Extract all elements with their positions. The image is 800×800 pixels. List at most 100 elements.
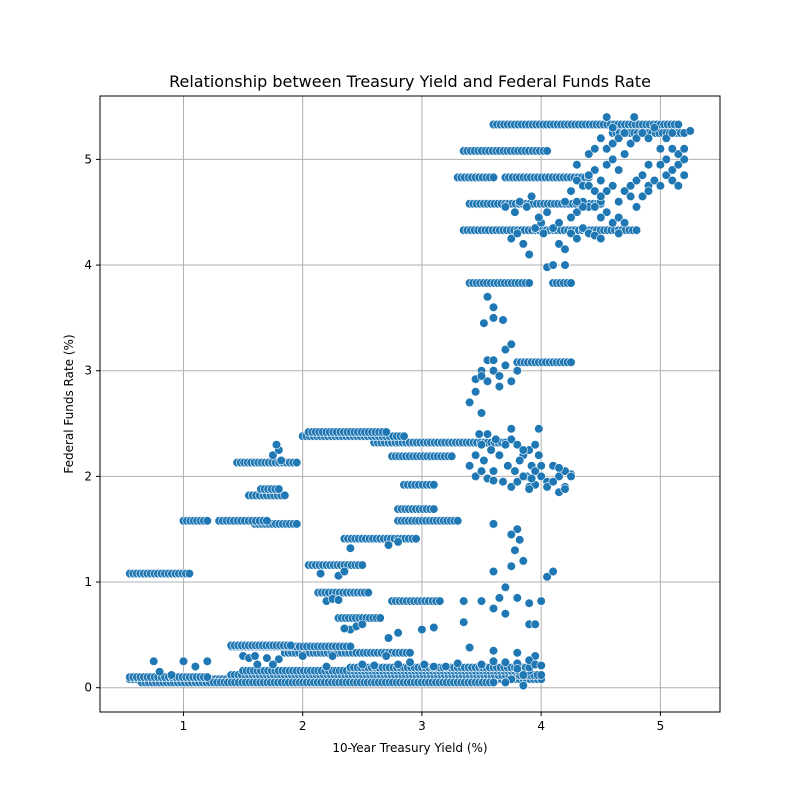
data-point bbox=[614, 165, 624, 175]
data-point bbox=[405, 648, 415, 658]
data-point bbox=[327, 651, 338, 661]
x-axis-label: 10-Year Treasury Yield (%) bbox=[332, 741, 487, 755]
data-point bbox=[476, 371, 487, 381]
data-point bbox=[500, 202, 511, 212]
data-point bbox=[474, 429, 484, 439]
data-point bbox=[548, 566, 558, 577]
data-point bbox=[625, 191, 636, 201]
data-point bbox=[465, 397, 475, 408]
data-point bbox=[512, 593, 522, 603]
data-point bbox=[510, 545, 520, 555]
data-point bbox=[482, 376, 493, 386]
data-point bbox=[488, 566, 499, 577]
data-points bbox=[125, 112, 695, 691]
data-point bbox=[526, 473, 537, 484]
data-point bbox=[321, 661, 332, 672]
data-point bbox=[476, 659, 487, 670]
data-point bbox=[667, 175, 677, 186]
data-point bbox=[536, 471, 546, 482]
data-point bbox=[506, 561, 516, 571]
data-point bbox=[661, 133, 671, 143]
data-point bbox=[536, 670, 546, 680]
y-tick-label: 2 bbox=[84, 469, 92, 483]
data-point bbox=[262, 516, 272, 526]
data-point bbox=[298, 651, 308, 661]
data-point bbox=[494, 450, 505, 460]
data-point bbox=[459, 596, 469, 606]
data-point bbox=[447, 451, 457, 461]
data-point bbox=[572, 207, 582, 217]
data-point bbox=[572, 175, 582, 186]
data-point bbox=[631, 133, 642, 143]
data-point bbox=[584, 181, 594, 191]
data-point bbox=[506, 339, 516, 349]
data-point bbox=[471, 471, 481, 482]
data-point bbox=[476, 466, 487, 476]
data-point bbox=[419, 659, 429, 670]
data-point bbox=[572, 197, 582, 207]
data-point bbox=[560, 260, 570, 270]
data-point bbox=[548, 223, 558, 233]
data-point bbox=[482, 429, 493, 439]
data-point bbox=[530, 440, 540, 450]
data-point bbox=[393, 628, 403, 638]
data-point bbox=[596, 234, 606, 244]
data-point bbox=[572, 160, 582, 170]
data-point bbox=[482, 292, 493, 302]
data-point bbox=[679, 170, 689, 180]
data-point bbox=[149, 656, 159, 666]
data-point bbox=[488, 656, 499, 666]
data-point bbox=[252, 659, 262, 670]
data-point bbox=[465, 461, 475, 471]
y-tick-label: 5 bbox=[84, 152, 92, 166]
data-point bbox=[494, 371, 505, 381]
data-point bbox=[494, 593, 505, 603]
x-tick-label: 3 bbox=[418, 719, 426, 733]
data-point bbox=[530, 223, 540, 233]
data-point bbox=[685, 126, 695, 136]
data-point bbox=[584, 170, 594, 180]
data-point bbox=[608, 218, 618, 228]
data-point bbox=[619, 186, 630, 196]
data-point bbox=[500, 677, 511, 688]
data-point bbox=[673, 149, 683, 159]
data-point bbox=[488, 366, 499, 376]
data-point bbox=[429, 504, 439, 514]
data-point bbox=[405, 657, 415, 667]
data-point bbox=[202, 672, 212, 682]
data-point bbox=[375, 613, 385, 623]
data-point bbox=[515, 455, 525, 466]
data-point bbox=[494, 382, 505, 392]
data-point bbox=[643, 133, 654, 143]
data-point bbox=[515, 535, 525, 545]
data-point bbox=[471, 387, 481, 397]
data-point bbox=[536, 596, 546, 606]
data-point bbox=[637, 170, 648, 180]
data-point bbox=[512, 524, 522, 534]
data-point bbox=[476, 440, 487, 450]
data-point bbox=[500, 345, 511, 355]
data-point bbox=[459, 617, 469, 627]
data-point bbox=[596, 191, 606, 201]
data-point bbox=[503, 461, 513, 471]
data-point bbox=[566, 357, 576, 367]
data-point bbox=[536, 461, 546, 471]
data-point bbox=[524, 278, 534, 288]
data-point bbox=[548, 477, 558, 487]
data-point bbox=[345, 543, 356, 553]
data-point bbox=[560, 484, 570, 494]
data-point bbox=[536, 660, 546, 671]
data-point bbox=[518, 239, 528, 249]
data-point bbox=[486, 445, 496, 455]
data-point bbox=[178, 656, 189, 666]
data-point bbox=[510, 207, 520, 217]
data-point bbox=[679, 154, 689, 164]
data-point bbox=[479, 318, 489, 328]
data-point bbox=[411, 534, 421, 544]
data-point bbox=[602, 160, 612, 170]
data-point bbox=[250, 651, 260, 661]
data-point bbox=[357, 560, 367, 570]
data-point bbox=[381, 651, 391, 661]
data-point bbox=[542, 572, 552, 582]
data-point bbox=[383, 540, 394, 550]
